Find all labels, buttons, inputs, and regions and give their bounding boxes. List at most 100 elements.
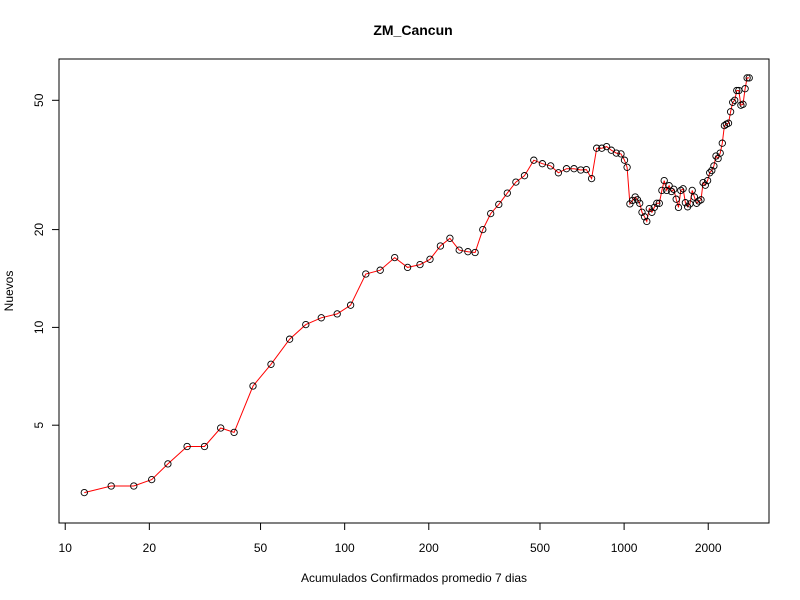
x-tick-label: 100 — [335, 541, 355, 555]
data-point — [745, 74, 753, 82]
data-point — [636, 199, 644, 207]
data-point — [562, 165, 571, 173]
data-point — [346, 301, 355, 309]
data-point — [706, 169, 714, 177]
data-point — [716, 149, 724, 157]
data-point — [249, 382, 257, 390]
x-axis: 10 20 50 100 200 500 1000 2000 — [59, 522, 722, 555]
data-point — [302, 320, 310, 329]
data-point — [230, 428, 238, 437]
data-point — [677, 186, 685, 195]
data-point — [650, 203, 658, 212]
data-point — [655, 199, 663, 207]
y-tick-label: 20 — [32, 223, 46, 237]
data-point — [710, 162, 718, 170]
data-point — [577, 166, 585, 174]
x-axis-label: Acumulados Confirmados promedio 7 dias — [301, 571, 527, 585]
data-point — [663, 186, 671, 195]
data-point — [692, 199, 701, 207]
data-point — [718, 139, 726, 147]
data-point — [733, 86, 741, 95]
x-tick-label: 20 — [143, 541, 157, 555]
plot-frame — [58, 58, 770, 524]
data-point — [724, 119, 733, 127]
data-point — [520, 172, 529, 180]
data-point — [739, 100, 747, 108]
y-tick-label: 5 — [32, 422, 46, 429]
data-point — [333, 310, 341, 318]
data-point — [690, 193, 699, 201]
x-tick-label: 50 — [254, 541, 268, 555]
data-point — [267, 360, 275, 368]
data-point — [503, 189, 511, 197]
data-point — [623, 163, 631, 171]
data-point — [403, 263, 412, 272]
y-axis: 5 10 20 50 — [32, 93, 60, 429]
y-axis-label: Nuevos — [2, 271, 16, 312]
data-point — [660, 176, 668, 185]
data-point — [743, 74, 751, 82]
data-point — [688, 186, 696, 195]
data-point — [107, 482, 115, 490]
data-point — [538, 160, 547, 168]
data-point — [582, 165, 591, 174]
x-tick-label: 2000 — [695, 541, 722, 555]
data-point — [317, 314, 325, 322]
data-points — [80, 74, 753, 497]
data-point — [670, 185, 678, 193]
data-point — [183, 442, 191, 451]
y-tick-label: 50 — [32, 93, 46, 107]
data-point — [200, 442, 209, 451]
data-point — [554, 169, 563, 177]
data-point — [391, 253, 399, 262]
data-point — [547, 162, 555, 170]
data-point — [426, 255, 434, 263]
data-point — [612, 149, 620, 157]
data-point — [697, 196, 705, 204]
data-point — [617, 150, 625, 158]
data-point — [530, 156, 538, 164]
data-point — [672, 195, 680, 203]
data-point — [598, 144, 606, 152]
data-point — [703, 176, 712, 185]
data-point — [130, 482, 138, 490]
data-point — [416, 260, 424, 269]
data-point — [720, 121, 729, 130]
data-point — [674, 203, 683, 212]
data-point — [495, 200, 503, 209]
data-point — [726, 108, 735, 116]
x-tick-label: 500 — [530, 541, 550, 555]
data-point — [471, 248, 479, 257]
data-point — [645, 204, 653, 213]
data-point — [658, 186, 666, 195]
data-point — [708, 166, 716, 175]
data-point — [164, 460, 172, 468]
data-point — [512, 178, 520, 186]
data-point — [570, 165, 578, 173]
x-tick-label: 10 — [59, 541, 73, 555]
data-point — [679, 185, 687, 193]
data-point — [436, 242, 445, 250]
x-tick-label: 1000 — [611, 541, 638, 555]
data-point — [593, 144, 601, 152]
data-point — [148, 475, 156, 484]
data-point — [681, 199, 690, 207]
data-point — [741, 85, 749, 93]
data-point — [699, 178, 707, 187]
data-point — [217, 424, 225, 432]
data-point — [602, 142, 611, 151]
data-point — [620, 156, 629, 164]
chart-title: ZM_Cancun — [373, 22, 452, 38]
data-point — [638, 208, 646, 216]
series-line — [84, 77, 750, 494]
data-point — [376, 266, 384, 274]
data-point — [653, 199, 661, 207]
data-point — [731, 96, 739, 104]
data-point — [487, 209, 495, 218]
data-point — [455, 246, 463, 254]
data-point — [479, 225, 487, 234]
data-point — [729, 98, 737, 106]
data-point — [464, 248, 472, 256]
data-point — [362, 270, 370, 278]
